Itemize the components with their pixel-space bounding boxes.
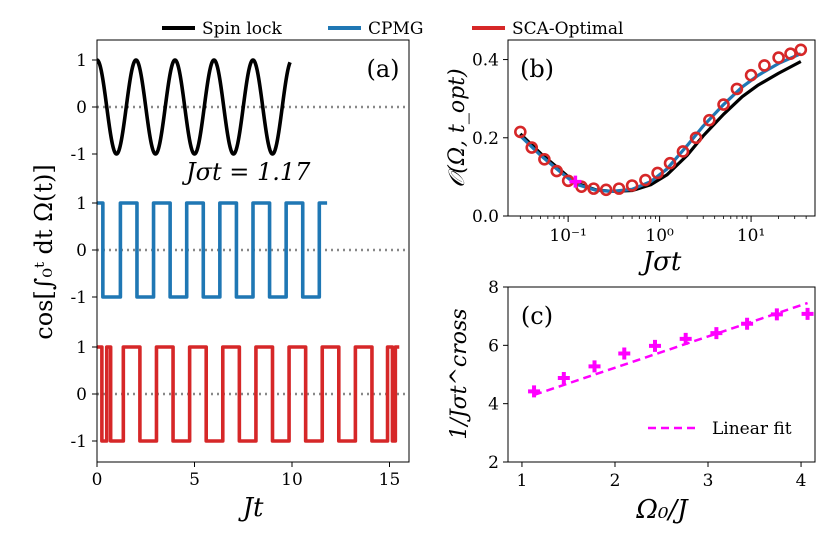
panel-a-tag: (a): [366, 55, 399, 83]
panel-c-point: [528, 385, 541, 398]
panel-c-point: [801, 307, 814, 320]
series-sca-optimal: [97, 345, 400, 443]
panel-a-xtick-label: 15: [379, 470, 401, 490]
panel-a: 10-110-110-10 5 10 15 (a) Jσt = 1.17 Jt cos…: [30, 39, 410, 523]
legend-item-spin-lock: Spin lock: [162, 19, 283, 39]
panel-c-fit-line: [533, 301, 808, 397]
panel-a-ytick-label: 0: [76, 98, 87, 118]
panel-a-ytick-label: -1: [70, 145, 87, 165]
panel-c-series: [528, 301, 814, 398]
panel-b-point-sca-optimal: [794, 43, 808, 57]
panel-a-ytick-label: 1: [76, 194, 87, 214]
panel-b-frame: [507, 39, 816, 217]
panel-a-series: [95, 58, 400, 443]
panel-b-point-sca-optimal: [599, 183, 613, 197]
panel-c-point: [741, 317, 754, 330]
panel-b-tag: (b): [520, 55, 554, 83]
legend-item-cpmg: CPMG: [328, 19, 423, 39]
series-spin-lock: [95, 58, 292, 156]
panel-b-ticks: 0.0 0.2 0.4 10⁻¹ 10⁰ 10¹: [472, 51, 807, 246]
panel-c-xtick-label: 1: [517, 471, 528, 491]
panel-b-xlabel: Jσt: [638, 247, 682, 277]
panel-b-point-sca-optimal: [717, 98, 730, 111]
panel-b-point-sca-optimal: [514, 125, 527, 139]
panel-c-xtick-label: 3: [703, 471, 714, 491]
panel-b-point-sca-optimal: [612, 182, 626, 195]
panel-b-point-sca-optimal: [676, 145, 690, 158]
legend-item-sca-optimal: SCA-Optimal: [472, 19, 623, 39]
panel-b-ytick-label: 0.4: [472, 51, 499, 71]
panel-b-point-sca-optimal: [772, 51, 785, 64]
panel-b: 0.0 0.2 0.4 10⁻¹ 10⁰ 10¹ (b) Jσt 𝒪(Ω, t_opt): [445, 39, 816, 277]
panel-c-ytick-label: 8: [488, 278, 499, 298]
series-cpmg: [97, 201, 328, 299]
panel-a-frame: [96, 39, 410, 463]
panel-a-xtick-label: 10: [281, 470, 303, 490]
panel-b-point-sca-optimal: [730, 82, 744, 96]
fit-legend-label: Linear fit: [712, 419, 792, 439]
panel-c-ylabel: 1/Jσt^cross: [447, 308, 472, 439]
panel-c-ytick-label: 6: [488, 336, 499, 356]
legend-label-spin-lock: Spin lock: [202, 19, 283, 39]
legend: Spin lock CPMG SCA-Optimal: [162, 19, 623, 39]
panel-c-point: [770, 308, 783, 321]
panel-b-point-sca-optimal: [663, 156, 677, 170]
panel-b-series: [514, 43, 808, 197]
panel-c-xtick-label: 2: [610, 471, 621, 491]
panel-c-point: [588, 360, 601, 373]
panel-a-ytick-label: 0: [76, 241, 87, 261]
panel-b-point-sca-optimal: [550, 164, 564, 178]
panel-c-ytick-label: 2: [488, 453, 499, 473]
panel-a-ytick-label: -1: [70, 432, 87, 452]
panel-c-xlabel: Ω₀/J: [635, 495, 689, 525]
panel-a-ytick-label: 0: [76, 385, 87, 405]
panel-b-point-sca-optimal: [744, 68, 758, 82]
panel-b-xtick-label: 10⁻¹: [549, 226, 586, 246]
panel-c-point: [710, 327, 723, 340]
panel-c-xtick-label: 4: [796, 471, 807, 491]
panel-a-xtick-label: 0: [92, 470, 103, 490]
panel-b-xtick-label: 10¹: [737, 226, 765, 246]
panel-b-point-sca-optimal: [784, 47, 797, 60]
panel-b-ytick-label: 0.2: [472, 129, 499, 149]
panel-a-ylabel: cos[∫₀ᵗ dt Ω(t)]: [30, 164, 58, 340]
panel-b-point-sca-optimal: [538, 152, 551, 166]
panel-b-xtick-label: 10⁰: [645, 226, 674, 246]
panel-a-ytick-label: -1: [70, 288, 87, 308]
panel-c-legend: Linear fit: [648, 419, 792, 439]
panel-b-point-sca-optimal: [639, 173, 652, 187]
panel-c-point: [557, 372, 570, 384]
panel-c-tag: (c): [521, 302, 553, 330]
panel-b-ylabel: 𝒪(Ω, t_opt): [445, 68, 470, 187]
panel-c-point: [679, 332, 692, 345]
panel-c-point: [648, 339, 661, 352]
panel-b-crossover-marker: [569, 175, 582, 188]
panel-a-xlabel: Jt: [238, 493, 264, 523]
panel-b-point-sca-optimal: [703, 113, 716, 127]
panel-a-ytick-label: 1: [76, 338, 87, 358]
panel-b-point-sca-optimal: [587, 182, 600, 195]
panel-c-frame: [507, 286, 816, 463]
panel-a-ytick-label: 1: [76, 51, 87, 71]
panel-a-xtick-label: 5: [189, 470, 200, 490]
panel-b-point-sca-optimal: [758, 59, 771, 72]
panel-a-ticks: 10-110-110-10 5 10 15: [70, 51, 400, 490]
panel-c-point: [618, 347, 631, 360]
legend-label-sca-optimal: SCA-Optimal: [512, 19, 623, 39]
panel-b-point-sca-optimal: [525, 141, 539, 154]
panel-b-point-sca-optimal: [689, 131, 703, 145]
panel-b-point-sca-optimal: [651, 166, 664, 180]
legend-label-cpmg: CPMG: [368, 19, 423, 39]
panel-b-point-sca-optimal: [625, 179, 639, 192]
panel-a-annotation: Jσt = 1.17: [181, 158, 311, 186]
panel-c-ytick-label: 4: [488, 395, 499, 415]
panel-b-ytick-label: 0.0: [472, 207, 499, 227]
